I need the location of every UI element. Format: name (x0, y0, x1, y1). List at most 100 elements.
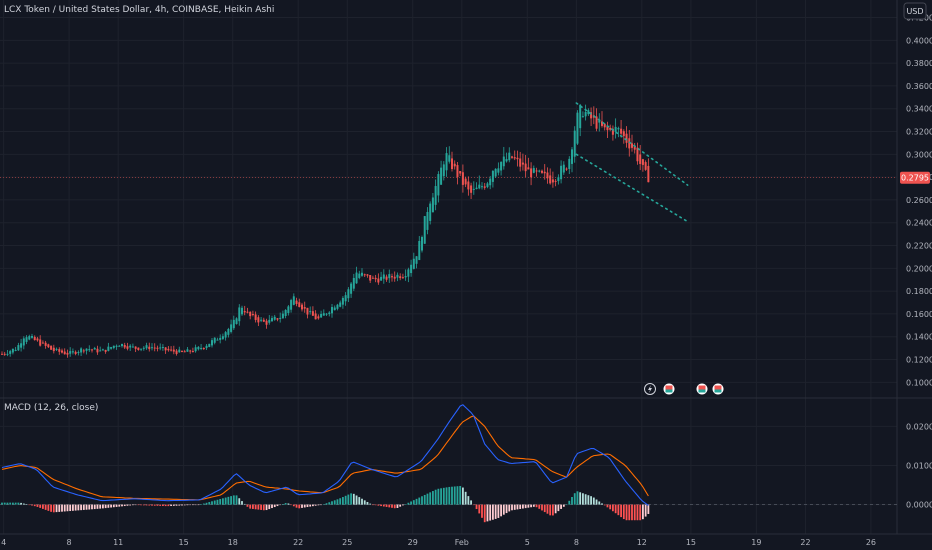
candle-body (243, 311, 246, 313)
macd-histogram-bar (42, 504, 44, 509)
macd-histogram-bar (576, 491, 579, 505)
macd-histogram-bar (99, 504, 102, 509)
macd-histogram-bar (170, 504, 172, 506)
candle-body (331, 307, 333, 314)
earnings-icon[interactable] (663, 383, 675, 395)
time-tick-label: 8 (67, 538, 72, 547)
candle-body (61, 350, 63, 353)
macd-histogram-bar (47, 504, 50, 511)
macd-histogram-bar (508, 504, 511, 512)
candle-body (85, 348, 88, 351)
candle-body (232, 319, 235, 329)
candle-body (617, 128, 620, 130)
candle-body (508, 152, 511, 161)
candle-body (554, 180, 557, 182)
macd-histogram-bar (432, 491, 434, 505)
macd-histogram-bar (216, 499, 219, 505)
macd-histogram-bar (636, 504, 639, 521)
macd-histogram-bar (437, 488, 440, 505)
macd-histogram-bar (107, 504, 110, 508)
macd-histogram-bar (377, 504, 380, 506)
candle-body (279, 317, 282, 319)
candle-body (374, 277, 377, 280)
candle-body (347, 289, 350, 299)
currency-button[interactable]: USD (903, 2, 927, 20)
candle-body (265, 320, 268, 325)
candle-body (71, 351, 74, 353)
candle-body (399, 276, 402, 279)
macd-histogram-bar (96, 504, 99, 509)
earnings-icon[interactable] (696, 383, 708, 395)
macd-histogram-bar (342, 497, 344, 505)
macd-histogram-bar (295, 504, 298, 508)
candle-body (287, 306, 290, 313)
macd-histogram-bar (156, 504, 159, 506)
macd-histogram-bar (145, 504, 148, 506)
chart-title: LCX Token / United States Dollar, 4h, CO… (4, 5, 274, 15)
candle-body (183, 351, 186, 353)
price-tick-label: 0.1800 (906, 287, 932, 296)
macd-histogram-bar (448, 486, 451, 505)
macd-histogram-bar (148, 504, 151, 506)
earnings-icon[interactable] (712, 383, 724, 395)
candle-body (472, 188, 475, 190)
candle-body (453, 163, 456, 167)
macd-histogram-bar (303, 504, 306, 508)
macd-histogram-bar (211, 501, 213, 505)
candle-body (96, 348, 99, 353)
time-tick-label: 8 (574, 538, 579, 547)
candle-body (129, 345, 132, 348)
macd-histogram-bar (462, 487, 464, 505)
macd-histogram-bar (197, 504, 200, 506)
macd-histogram-bar (399, 504, 402, 507)
candle-body (175, 350, 178, 354)
candle-body (622, 131, 625, 137)
candle-body (148, 346, 151, 350)
macd-histogram-bar (380, 504, 382, 507)
macd-histogram-bar (639, 504, 642, 521)
candle-body (391, 276, 393, 278)
macd-axis[interactable]: 0.0200 0.0100 0.0000 (906, 422, 932, 509)
candle-body (560, 165, 563, 180)
macd-histogram-bar (126, 504, 129, 506)
lightning-icon[interactable] (644, 383, 656, 395)
macd-histogram-bar (535, 504, 538, 508)
candle-body (527, 167, 530, 170)
candle-body (415, 256, 418, 264)
candle-body (380, 276, 383, 281)
candle-body (178, 349, 181, 353)
candle-body (189, 350, 192, 352)
macd-histogram-bar (628, 504, 631, 521)
candle-body (393, 276, 396, 279)
macd-histogram-bar (451, 486, 453, 505)
macd-histogram-bar (412, 500, 415, 505)
candle-body (382, 274, 385, 279)
candle-body (161, 346, 164, 348)
candle-body (396, 274, 399, 278)
macd-histogram-bar (115, 504, 118, 507)
macd-histogram-bar (524, 504, 527, 509)
macd-histogram-bar (582, 493, 584, 505)
candle-body (565, 168, 568, 170)
candle-body (350, 283, 353, 294)
macd-histogram-bar (369, 503, 372, 505)
candle-body (620, 128, 623, 134)
trendline[interactable] (575, 102, 689, 186)
candle-body (110, 347, 113, 349)
events-row (644, 383, 724, 395)
macd-histogram-bar (91, 504, 93, 510)
trendline[interactable] (575, 153, 689, 223)
macd-histogram-bar (562, 504, 565, 507)
macd-histogram-bar (573, 493, 576, 505)
macd-histogram-bar (549, 504, 552, 516)
candle-body (249, 311, 252, 317)
macd-histogram-bar (456, 486, 459, 505)
macd-histogram-bar (284, 503, 287, 505)
macd-histogram-bar (238, 498, 241, 505)
macd-histogram-bar (331, 501, 333, 505)
candle-body (9, 351, 12, 354)
candle-body (633, 145, 636, 150)
candle-body (66, 352, 69, 355)
candle-body (336, 304, 339, 309)
time-axis[interactable]: 4 8 11 15 18 22 25 29 Feb 5 8 12 15 19 22 26 (1, 538, 876, 547)
